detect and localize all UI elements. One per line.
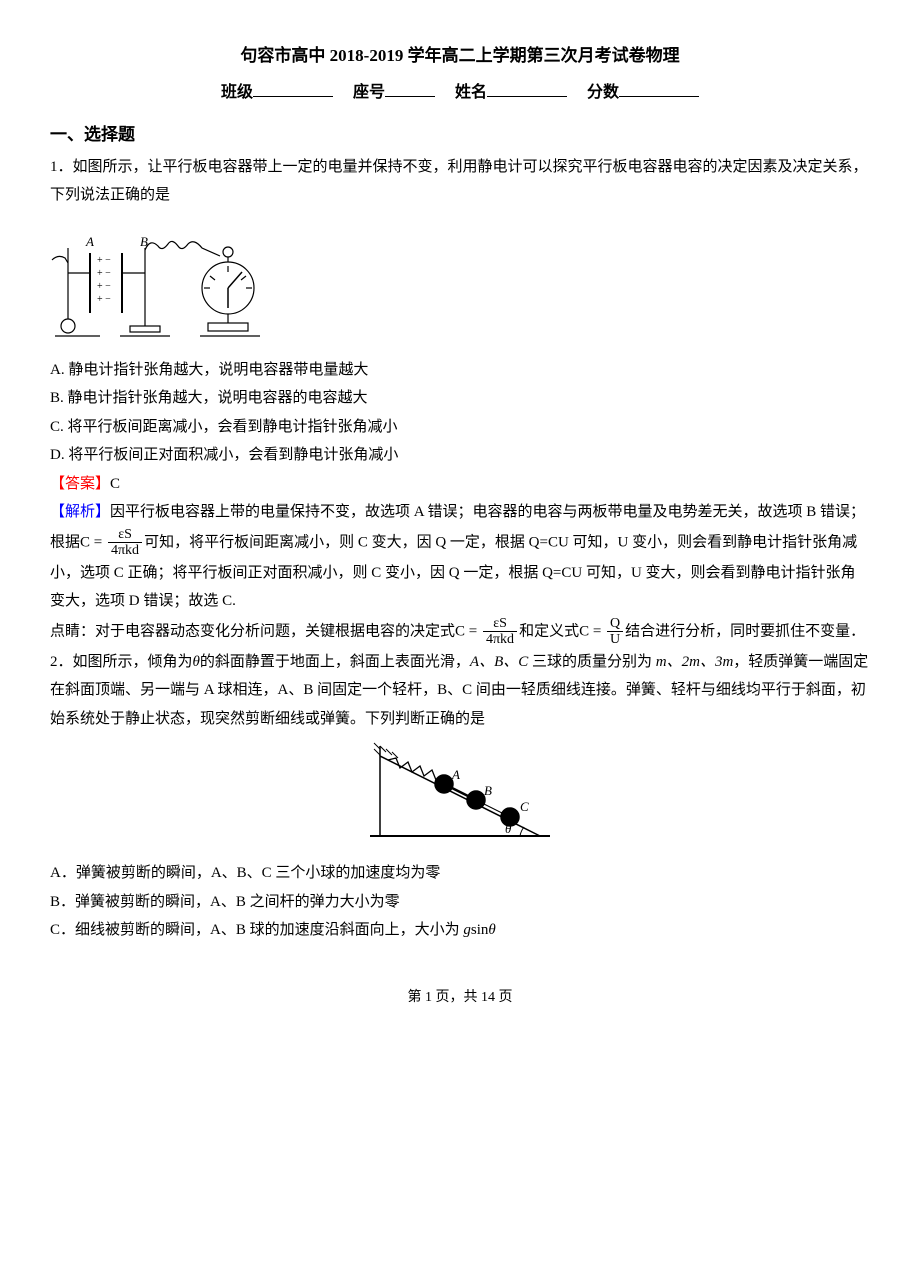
q2-masses: m、2m、3m [656,654,734,670]
seat-label: 座号 [353,84,385,101]
q2-a: 如图所示，倾角为 [73,654,193,670]
class-blank [253,80,333,97]
q2-b: 的斜面静置于地面上，斜面上表面光滑， [200,654,470,670]
svg-text:+ −: + − [97,294,111,305]
footer-mid: 页，共 [432,990,481,1005]
svg-text:+ −: + − [97,255,111,266]
q1-answer-line: 【答案】C [50,470,870,499]
footer-total: 14 [481,990,495,1005]
tip-c: 结合进行分析，同时要抓住不变量． [625,623,865,639]
class-label: 班级 [221,84,253,101]
q1-option-a: A. 静电计指针张角越大，说明电容器带电量越大 [50,356,870,385]
q1-number: 1． [50,159,73,175]
q2c-theta: θ [488,922,495,938]
q1-explanation: 【解析】因平行板电容器上带的电量保持不变，故选项 A 错误；电容器的电容与两板带… [50,498,870,615]
fraction-2: εS4πkd [483,616,517,648]
fraction: εS4πkd [108,527,142,559]
score-label: 分数 [587,84,619,101]
svg-text:A: A [85,234,94,249]
fraction-3: QU [607,616,623,648]
footer-page: 1 [425,990,432,1005]
footer-pre: 第 [408,990,426,1005]
seat-blank [385,80,435,97]
section-heading: 一、选择题 [50,119,870,151]
q1-stem: 1．如图所示，让平行板电容器带上一定的电量并保持不变，利用静电计可以探究平行板电… [50,153,870,210]
frac-num-2: εS [483,616,517,632]
frac-den-2: 4πkd [483,632,517,647]
svg-text:C: C [520,799,529,814]
footer-post: 页 [495,990,513,1005]
q2-abc: A、B、C [470,654,528,670]
score-blank [619,80,699,97]
q2-d: 三球的质量分别为 [528,654,656,670]
frac-pre-2: C = [455,623,481,639]
q2-figure: A B C θ [50,741,870,851]
q2-option-b: B．弹簧被剪断的瞬间，A、B 之间杆的弹力大小为零 [50,888,870,917]
name-label: 姓名 [455,84,487,101]
q2c-a: C．细线被剪断的瞬间，A、B 球的加速度沿斜面向上，大小为 [50,922,463,938]
theta: θ [193,654,200,670]
svg-text:θ: θ [505,821,512,836]
frac-num-3: Q [607,616,623,632]
svg-text:B: B [484,783,492,798]
svg-text:+ −: + − [97,281,111,292]
q2c-g: g [463,922,471,938]
frac-den-3: U [607,632,623,647]
page-footer: 第 1 页，共 14 页 [50,985,870,1012]
q1-option-c: C. 将平行板间距离减小，会看到静电计指针张角减小 [50,413,870,442]
q1-option-d: D. 将平行板间正对面积减小，会看到静电计张角减小 [50,441,870,470]
q1-tip: 点睛：对于电容器动态变化分析问题，关键根据电容的决定式C = εS4πkd和定义… [50,616,870,648]
explain-label: 【解析】 [50,504,110,520]
name-blank [487,80,567,97]
exam-title: 句容市高中 2018-2019 学年高二上学期第三次月考试卷物理 [50,40,870,72]
q2-stem: 2．如图所示，倾角为θ的斜面静置于地面上，斜面上表面光滑，A、B、C 三球的质量… [50,648,870,734]
q2-option-a: A．弹簧被剪断的瞬间，A、B、C 三个小球的加速度均为零 [50,859,870,888]
svg-text:A: A [451,767,460,782]
info-row: 班级 座号 姓名 分数 [50,78,870,108]
frac-den: 4πkd [108,543,142,558]
q1-figure: A B + − + − + − + − [50,218,870,348]
q2-option-c: C．细线被剪断的瞬间，A、B 球的加速度沿斜面向上，大小为 gsinθ [50,916,870,945]
q1-answer: C [110,476,120,492]
q2-number: 2． [50,654,73,670]
frac-pre: C = [80,534,106,550]
q1-option-b: B. 静电计指针张角越大，说明电容器的电容越大 [50,384,870,413]
q1-exp-b: 可知，将平行板间距离减小，则 C 变大，因 Q 一定，根据 Q=CU 可知，U … [50,534,857,609]
frac-num: εS [108,527,142,543]
svg-text:+ −: + − [97,268,111,279]
answer-label: 【答案】 [50,476,110,492]
frac-pre-3: C = [579,623,605,639]
tip-a: 点睛：对于电容器动态变化分析问题，关键根据电容的决定式 [50,623,455,639]
tip-b: 和定义式 [519,623,579,639]
q2c-sin: sin [471,922,489,938]
q1-text: 如图所示，让平行板电容器带上一定的电量并保持不变，利用静电计可以探究平行板电容器… [50,159,868,204]
